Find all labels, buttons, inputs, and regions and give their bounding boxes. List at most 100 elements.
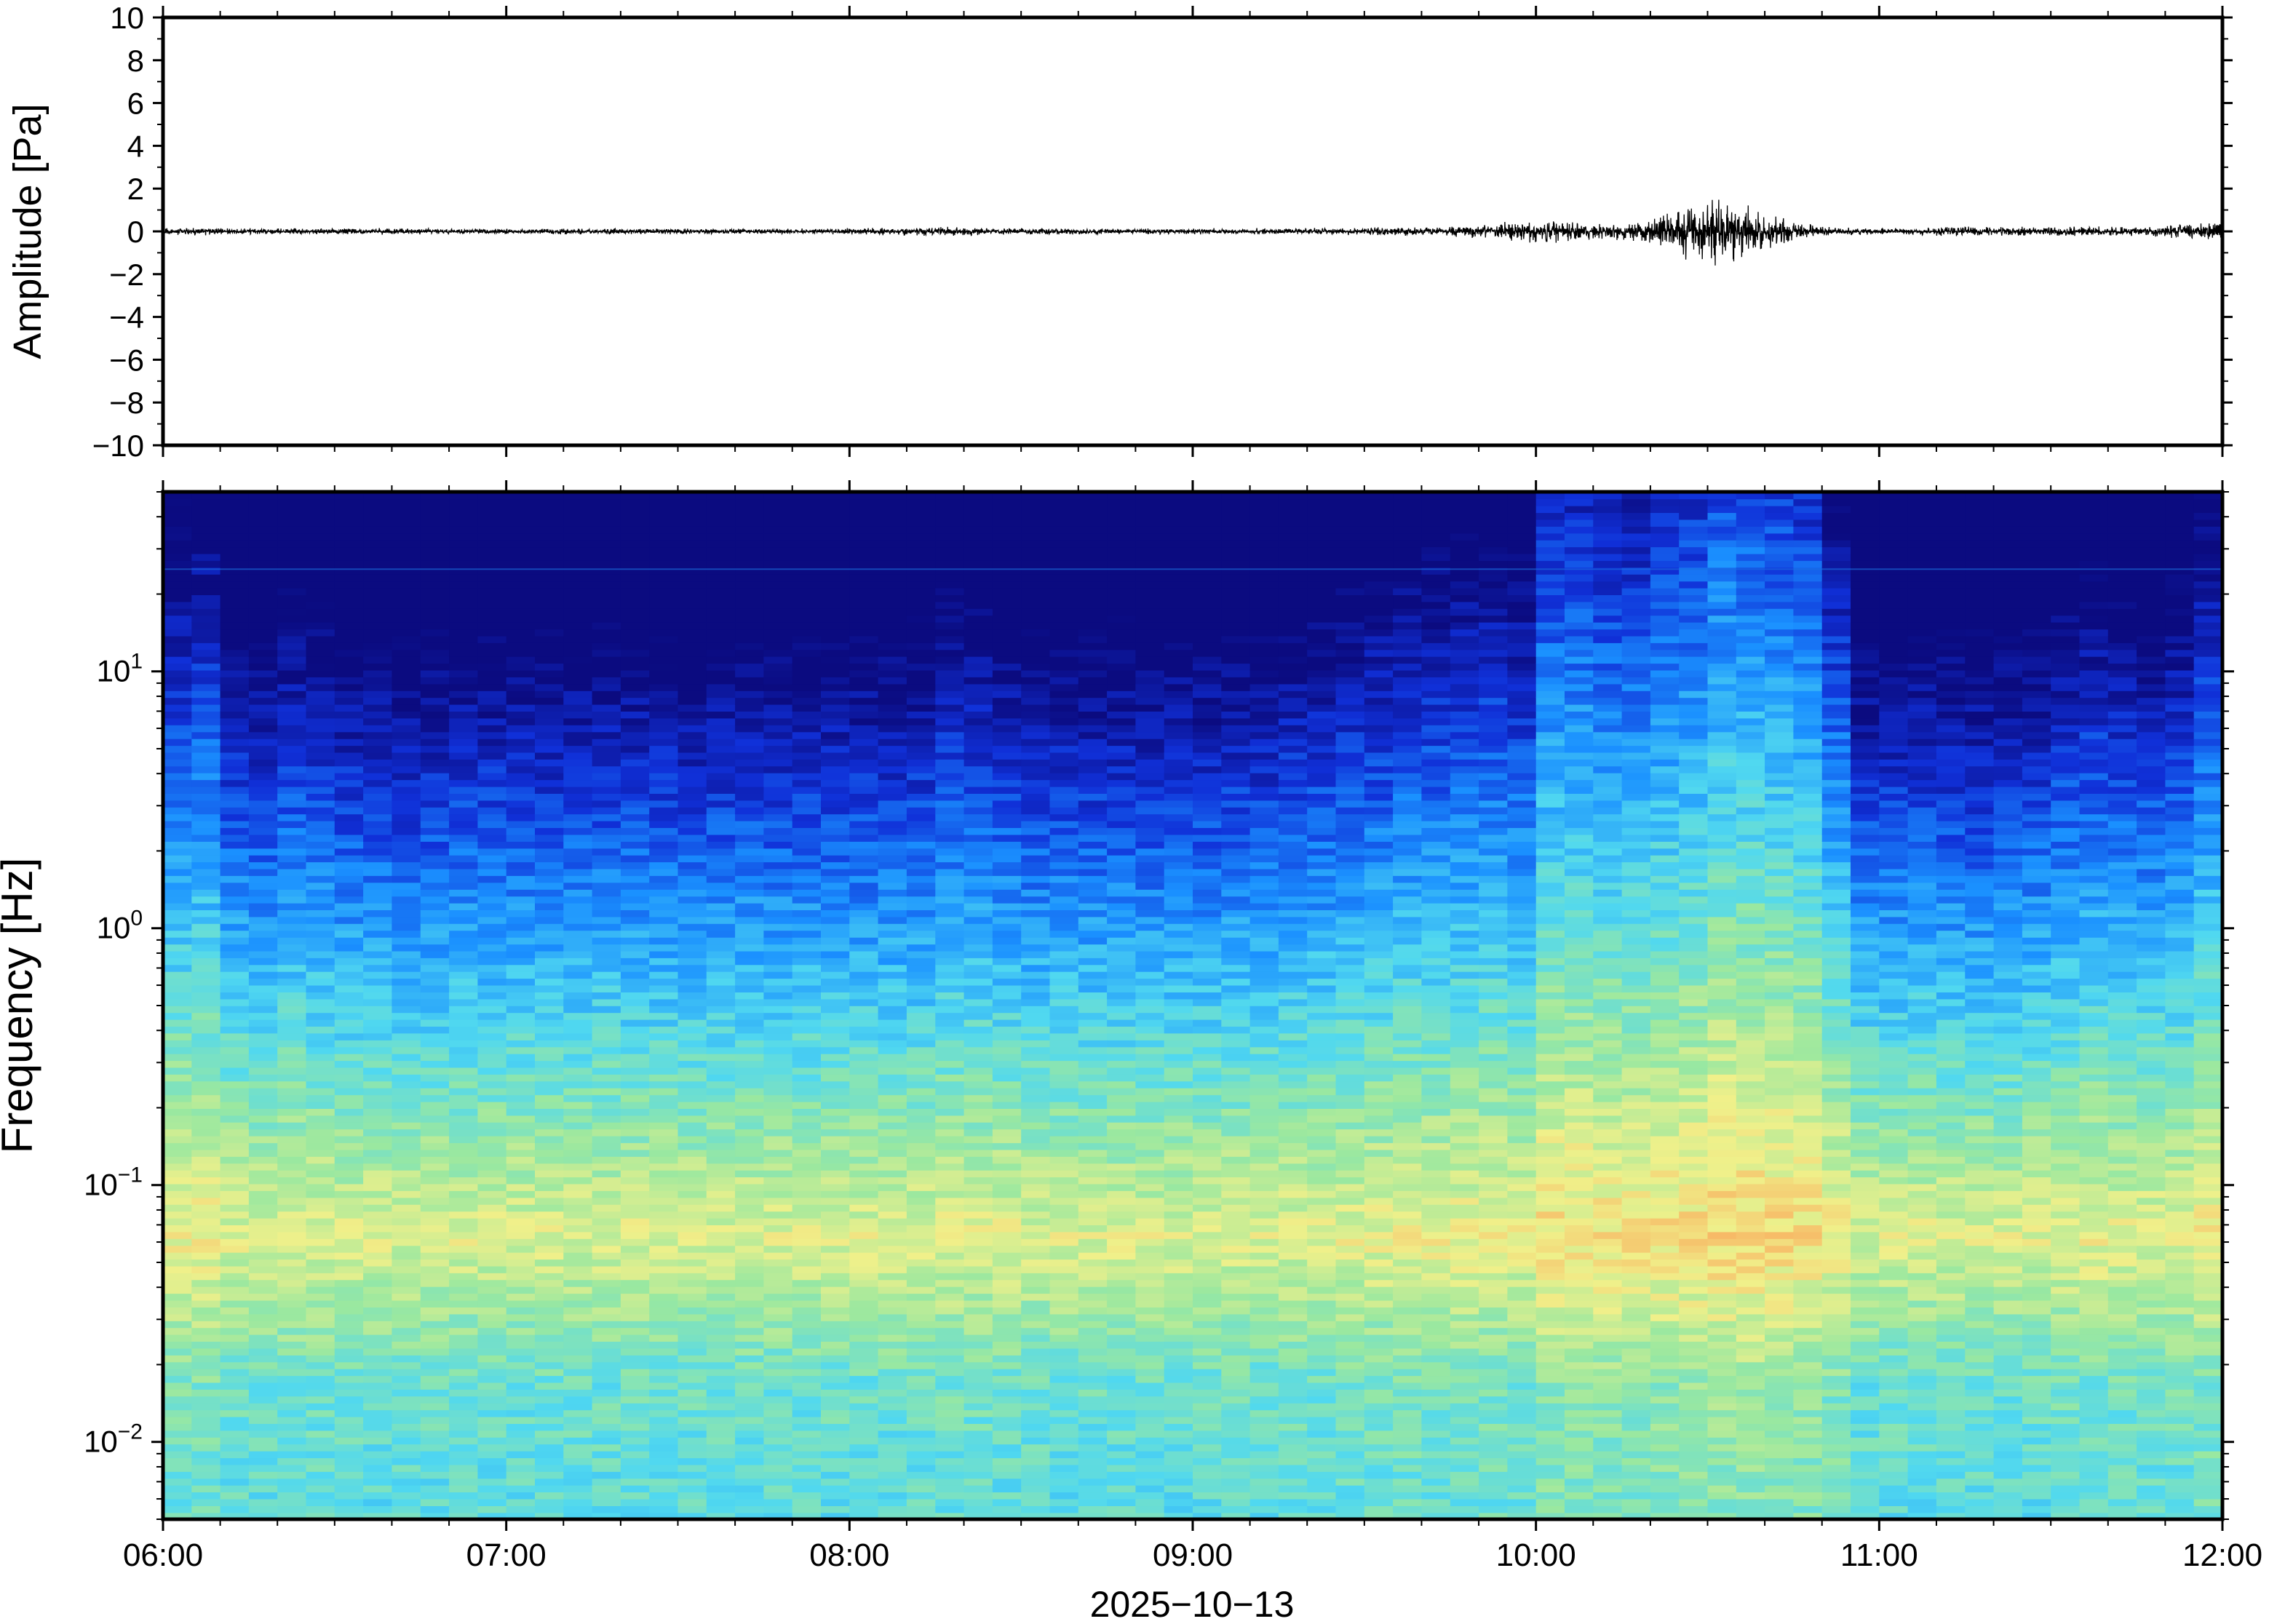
- spectrogram-cell: [248, 1409, 278, 1417]
- spectrogram-cell: [392, 772, 421, 781]
- spectrogram-cell: [735, 1060, 765, 1068]
- spectrogram-cell: [220, 807, 250, 815]
- spectrogram-cell: [477, 759, 507, 767]
- spectrogram-cell: [792, 807, 822, 815]
- spectrogram-cell: [220, 1197, 250, 1205]
- spectrogram-cell: [706, 882, 736, 890]
- spectrogram-cell: [506, 1026, 536, 1034]
- spectrogram-cell: [735, 868, 765, 876]
- spectrogram-cell: [363, 752, 393, 760]
- spectrogram-cell: [792, 1512, 822, 1519]
- spectrogram-cell: [535, 978, 565, 986]
- spectrogram-cell: [363, 1135, 393, 1144]
- spectrogram-cell: [1078, 1190, 1108, 1198]
- spectrogram-cell: [821, 1382, 851, 1390]
- spectrogram-cell: [248, 1032, 278, 1040]
- spectrogram-cell: [620, 1464, 650, 1472]
- spectrogram-cell: [334, 608, 364, 616]
- spectrogram-cell: [191, 1478, 221, 1486]
- spectrogram-cell: [334, 1313, 364, 1321]
- spectrogram-cell: [449, 1273, 479, 1281]
- spectrogram-cell: [849, 1437, 879, 1445]
- spectrogram-cell: [1021, 745, 1051, 753]
- spectrogram-cell: [334, 539, 364, 548]
- spectrogram-cell: [334, 1245, 364, 1253]
- spectrogram-cell: [420, 1115, 450, 1123]
- spectrogram-cell: [535, 1217, 565, 1225]
- spectrogram-cell: [277, 958, 307, 966]
- spectrogram-cell: [906, 765, 936, 773]
- spectrogram-cell: [392, 834, 421, 842]
- spectrogram-cell: [506, 1471, 536, 1479]
- spectrogram-cell: [735, 1409, 765, 1417]
- spectrogram-cell: [363, 889, 393, 897]
- spectrogram-cell: [306, 635, 335, 643]
- spectrogram-cell: [248, 683, 278, 691]
- spectrogram-cell: [735, 1286, 765, 1294]
- spectrogram-cell: [563, 950, 593, 958]
- spectrogram-cell: [763, 1046, 793, 1054]
- spectrogram-cell: [620, 944, 650, 952]
- spectrogram-cell: [535, 813, 565, 821]
- spectrogram-cell: [191, 1286, 221, 1294]
- spectrogram-cell: [935, 1177, 965, 1185]
- spectrogram-cell: [1021, 1183, 1051, 1191]
- spectrogram-cell: [449, 1122, 479, 1130]
- spectrogram-cell: [878, 1273, 907, 1281]
- spectrogram-cell: [392, 1245, 421, 1253]
- spectrogram-cell: [191, 1403, 221, 1411]
- spectrogram-cell: [935, 1169, 965, 1178]
- spectrogram-cell: [763, 916, 793, 924]
- spectrogram-cell: [763, 608, 793, 616]
- spectrogram-cell: [306, 683, 335, 691]
- spectrogram-cell: [449, 1341, 479, 1349]
- spectrogram-cell: [992, 889, 1022, 897]
- spectrogram-cell: [878, 807, 907, 815]
- spectrogram-cell: [277, 1471, 307, 1479]
- spectrogram-cell: [1078, 1088, 1108, 1096]
- spectrogram-cell: [649, 704, 679, 712]
- spectrogram-cell: [306, 1251, 335, 1260]
- spectrogram-cell: [449, 635, 479, 643]
- spectrogram-cell: [706, 1484, 736, 1493]
- spectrogram-cell: [1021, 786, 1051, 794]
- spectrogram-cell: [735, 1389, 765, 1397]
- spectrogram-cell: [1021, 498, 1051, 506]
- spectrogram-cell: [306, 1478, 335, 1486]
- spectrogram-cell: [449, 909, 479, 918]
- spectrogram-cell: [163, 1040, 193, 1048]
- spectrogram-cell: [878, 786, 907, 794]
- spectrogram-cell: [935, 1108, 965, 1116]
- spectrogram-cell: [792, 964, 822, 972]
- spectrogram-cell: [935, 861, 965, 869]
- spectrogram-cell: [1021, 608, 1051, 616]
- spectrogram-cell: [420, 1279, 450, 1287]
- spectrogram-cell: [1021, 848, 1051, 856]
- spectrogram-cell: [392, 1444, 421, 1452]
- spectrogram-cell: [248, 1040, 278, 1048]
- spectrogram-cell: [306, 1361, 335, 1369]
- spectrogram-cell: [220, 1101, 250, 1109]
- spectrogram-cell: [706, 1423, 736, 1431]
- spectrogram-cell: [163, 813, 193, 821]
- spectrogram-cell: [392, 1238, 421, 1246]
- spectrogram-cell: [649, 642, 679, 650]
- spectrogram-cell: [306, 539, 335, 548]
- spectrogram-cell: [163, 1498, 193, 1506]
- spectrogram-cell: [649, 1512, 679, 1519]
- spectrogram-cell: [821, 1341, 851, 1349]
- spectrogram-cell: [677, 553, 707, 561]
- spectrogram-cell: [763, 882, 793, 890]
- spectrogram-cell: [992, 834, 1022, 842]
- spectrogram-cell: [535, 1293, 565, 1301]
- spectrogram-cell: [763, 533, 793, 541]
- spectrogram-cell: [220, 1286, 250, 1294]
- spectrogram-cell: [963, 656, 993, 664]
- spectrogram-cell: [878, 1355, 907, 1363]
- spectrogram-cell: [677, 663, 707, 671]
- spectrogram-cell: [563, 923, 593, 931]
- spectrogram-cell: [592, 1026, 621, 1034]
- spectrogram-cell: [878, 1046, 907, 1054]
- spectrogram-cell: [792, 1457, 822, 1465]
- spectrogram-cell: [477, 656, 507, 664]
